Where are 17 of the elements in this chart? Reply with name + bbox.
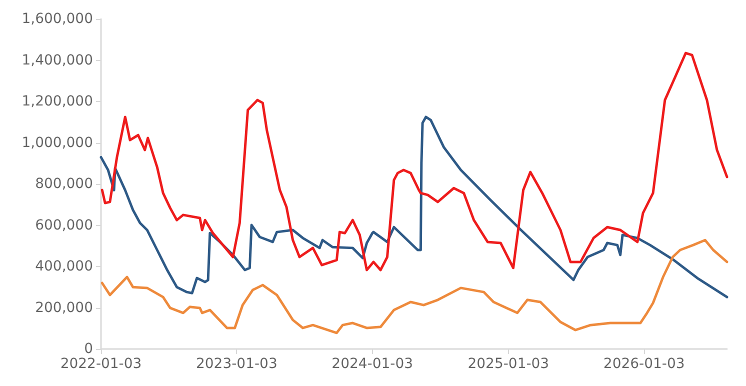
y-tick-label: 200,000: [35, 300, 93, 316]
y-tick-label: 800,000: [35, 176, 93, 192]
line-series: [100, 52, 728, 272]
y-tick-label: 600,000: [35, 217, 93, 234]
x-tick-label: 2024-01-03: [332, 356, 414, 372]
x-tick-label: 2025-01-03: [468, 356, 550, 372]
y-tick-label: 0: [84, 341, 93, 357]
x-tick-label: 2023-01-03: [196, 356, 278, 372]
line-series: [100, 116, 728, 298]
x-tick-label: 2026-01-03: [603, 356, 685, 372]
x-tick-label: 2022-01-03: [60, 356, 142, 372]
line-series: [100, 238, 728, 334]
y-tick-label: 1,400,000: [22, 52, 93, 68]
y-tick-label: 400,000: [35, 258, 93, 274]
y-tick-label: 1,000,000: [22, 134, 93, 151]
y-tick-label: 1,200,000: [22, 94, 93, 110]
y-tick-label: 1,600,000: [22, 11, 93, 27]
